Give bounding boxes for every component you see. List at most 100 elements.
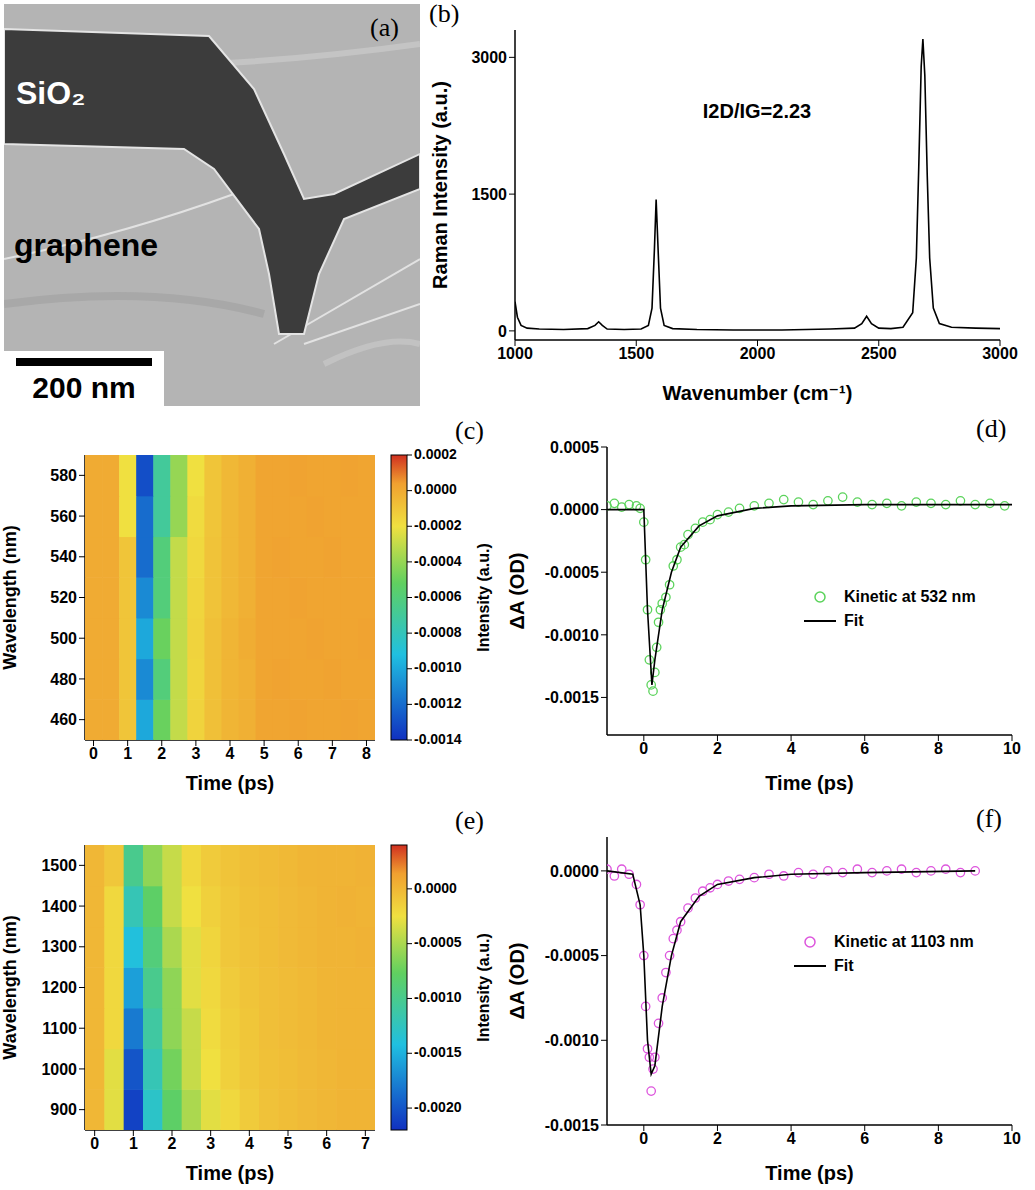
svg-text:-0.0012: -0.0012 [414, 695, 462, 711]
html-text:(f): (f) [976, 804, 1002, 833]
svg-text:1100: 1100 [42, 1020, 77, 1037]
html-text:(e): (e) [455, 806, 484, 835]
svg-text:500: 500 [50, 630, 77, 647]
html-text:(c): (c) [455, 416, 484, 445]
svg-text:0.0000: 0.0000 [550, 501, 599, 518]
svg-text:5: 5 [284, 1135, 293, 1152]
svg-text:3: 3 [206, 1135, 215, 1152]
svg-text:0: 0 [89, 745, 98, 762]
svg-text:200 nm: 200 nm [32, 371, 135, 404]
svg-text:Time (ps): Time (ps) [765, 772, 854, 794]
svg-text:-0.0004: -0.0004 [414, 553, 462, 569]
svg-text:900: 900 [50, 1101, 77, 1118]
svg-text:1400: 1400 [41, 898, 77, 915]
svg-text:3000: 3000 [471, 49, 507, 66]
svg-text:Raman Intensity (a.u.): Raman Intensity (a.u.) [429, 81, 451, 289]
svg-text:6: 6 [860, 1130, 869, 1147]
svg-text:2: 2 [713, 740, 722, 757]
svg-text:3: 3 [191, 745, 200, 762]
svg-text:3000: 3000 [982, 345, 1018, 362]
svg-text:-0.0015: -0.0015 [414, 1044, 462, 1060]
svg-text:Time (ps): Time (ps) [186, 772, 275, 794]
svg-text:1: 1 [123, 745, 132, 762]
svg-text:ΔA (OD): ΔA (OD) [506, 553, 528, 630]
svg-text:4: 4 [787, 740, 796, 757]
svg-text:4: 4 [787, 1130, 796, 1147]
svg-text:1500: 1500 [618, 345, 654, 362]
svg-text:graphene: graphene [14, 227, 158, 263]
svg-text:560: 560 [50, 508, 77, 525]
svg-text:SiO₂: SiO₂ [16, 75, 85, 111]
svg-text:580: 580 [50, 467, 77, 484]
svg-text:6: 6 [294, 745, 303, 762]
svg-text:-0.0015: -0.0015 [545, 1117, 599, 1134]
svg-text:-0.0014: -0.0014 [414, 731, 462, 747]
svg-text:0: 0 [498, 323, 507, 340]
svg-text:-0.0005: -0.0005 [545, 947, 599, 964]
svg-text:540: 540 [50, 548, 77, 565]
svg-text:10: 10 [1003, 1130, 1021, 1147]
html-text:(d): (d) [976, 414, 1007, 443]
svg-text:-0.0002: -0.0002 [414, 517, 462, 533]
svg-text:0.0000: 0.0000 [550, 863, 599, 880]
svg-text:0: 0 [90, 1135, 99, 1152]
svg-text:Intensity (a.u.): Intensity (a.u.) [475, 933, 492, 1041]
svg-text:-0.0006: -0.0006 [414, 588, 462, 604]
svg-text:0.0005: 0.0005 [550, 439, 599, 456]
svg-text:1000: 1000 [497, 345, 533, 362]
html-text:I2D/IG=2.23: I2D/IG=2.23 [702, 100, 812, 122]
svg-text:4: 4 [226, 745, 235, 762]
svg-text:0.0000: 0.0000 [414, 481, 457, 497]
svg-text:7: 7 [361, 1135, 370, 1152]
svg-text:2: 2 [168, 1135, 177, 1152]
svg-text:1000: 1000 [41, 1061, 77, 1078]
svg-text:1: 1 [129, 1135, 138, 1152]
svg-text:460: 460 [50, 711, 77, 728]
svg-text:2500: 2500 [861, 345, 897, 362]
svg-text:1500: 1500 [41, 857, 77, 874]
svg-text:8: 8 [934, 740, 943, 757]
svg-text:-0.0008: -0.0008 [414, 624, 462, 640]
svg-text:4: 4 [245, 1135, 254, 1152]
svg-text:Wavelength (nm): Wavelength (nm) [0, 525, 20, 669]
svg-text:0: 0 [639, 1130, 648, 1147]
svg-text:(a): (a) [370, 13, 399, 42]
html-text:Kinetic at 1103 nm: Kinetic at 1103 nm [834, 933, 974, 950]
svg-text:0: 0 [639, 740, 648, 757]
svg-text:ΔA (OD): ΔA (OD) [506, 943, 528, 1020]
svg-text:2: 2 [713, 1130, 722, 1147]
svg-text:Time (ps): Time (ps) [186, 1162, 275, 1184]
svg-text:6: 6 [860, 740, 869, 757]
svg-text:8: 8 [934, 1130, 943, 1147]
svg-text:Wavenumber (cm⁻¹): Wavenumber (cm⁻¹) [663, 382, 853, 404]
svg-text:Intensity (a.u.): Intensity (a.u.) [475, 543, 492, 651]
svg-text:2000: 2000 [740, 345, 776, 362]
svg-text:5: 5 [260, 745, 269, 762]
html-text:Kinetic at 532 nm: Kinetic at 532 nm [844, 588, 976, 605]
svg-text:1300: 1300 [41, 938, 77, 955]
svg-text:520: 520 [50, 589, 77, 606]
svg-text:-0.0005: -0.0005 [545, 564, 599, 581]
svg-text:-0.0010: -0.0010 [545, 627, 599, 644]
svg-text:-0.0010: -0.0010 [545, 1032, 599, 1049]
svg-text:10: 10 [1003, 740, 1021, 757]
svg-text:-0.0015: -0.0015 [545, 689, 599, 706]
svg-text:6: 6 [322, 1135, 331, 1152]
html-text:Fit: Fit [844, 612, 864, 629]
html-text:Fit: Fit [834, 957, 854, 974]
svg-text:Wavelength (nm): Wavelength (nm) [0, 915, 20, 1059]
svg-text:8: 8 [362, 745, 371, 762]
svg-text:480: 480 [50, 671, 77, 688]
svg-text:-0.0005: -0.0005 [414, 934, 462, 950]
html-text:(b): (b) [429, 0, 460, 28]
svg-text:7: 7 [328, 745, 337, 762]
svg-text:0.0000: 0.0000 [414, 880, 457, 896]
svg-text:-0.0010: -0.0010 [414, 659, 462, 675]
svg-text:-0.0020: -0.0020 [414, 1099, 462, 1115]
svg-text:-0.0010: -0.0010 [414, 989, 462, 1005]
svg-text:Time (ps): Time (ps) [765, 1162, 854, 1184]
svg-text:2: 2 [157, 745, 166, 762]
svg-text:1500: 1500 [471, 186, 507, 203]
svg-text:1200: 1200 [41, 979, 77, 996]
svg-text:0.0002: 0.0002 [414, 446, 457, 462]
